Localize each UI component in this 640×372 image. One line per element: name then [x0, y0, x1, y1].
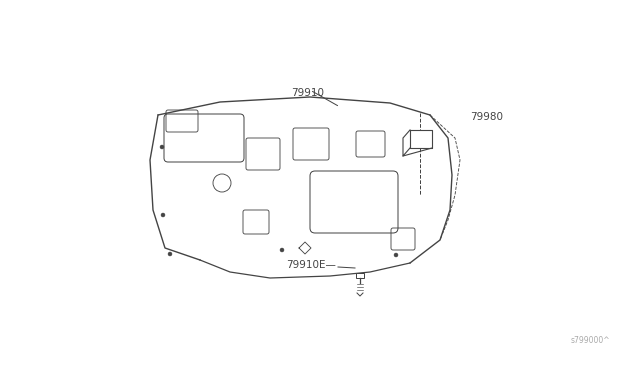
Text: 79910: 79910: [291, 88, 324, 98]
Circle shape: [168, 252, 172, 256]
Circle shape: [280, 248, 284, 252]
Circle shape: [160, 145, 164, 149]
Circle shape: [161, 213, 165, 217]
Text: 79980: 79980: [470, 112, 503, 122]
Circle shape: [394, 253, 398, 257]
Text: 79910E—: 79910E—: [286, 260, 336, 270]
Text: s799000^: s799000^: [570, 336, 610, 345]
